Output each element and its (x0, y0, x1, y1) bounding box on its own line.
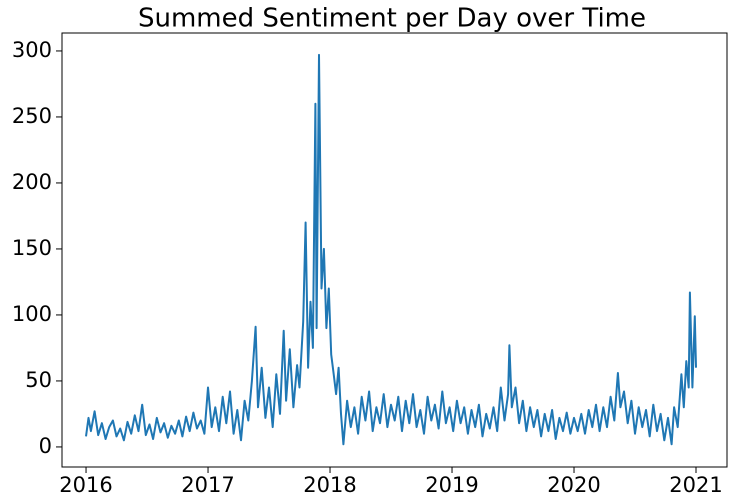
x-tick-label: 2017 (181, 473, 234, 497)
data-line (85, 53, 697, 446)
x-tick-label: 2020 (547, 473, 600, 497)
x-tick-label: 2019 (425, 473, 478, 497)
chart-title: Summed Sentiment per Day over Time (138, 4, 646, 34)
y-tick-label: 100 (12, 302, 52, 326)
y-tick-label: 50 (25, 368, 52, 392)
x-tick-label: 2016 (59, 473, 112, 497)
y-tick-label: 200 (12, 170, 52, 194)
y-tick-label: 0 (39, 434, 52, 458)
x-tick-label: 2021 (669, 473, 722, 497)
plot-frame (61, 32, 728, 468)
y-tick-label: 150 (12, 236, 52, 260)
y-tick-label: 300 (12, 38, 52, 62)
y-tick-label: 250 (12, 104, 52, 128)
x-tick-label: 2018 (303, 473, 356, 497)
